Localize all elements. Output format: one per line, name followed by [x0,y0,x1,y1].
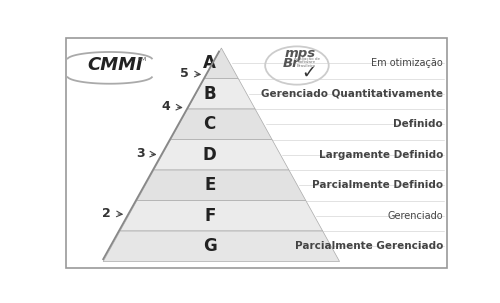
Text: Avaliação de: Avaliação de [294,57,320,61]
Polygon shape [170,109,272,139]
Text: 2: 2 [102,207,111,220]
Text: Definido: Definido [394,119,443,129]
Text: ✓: ✓ [301,64,316,82]
Text: Br: Br [282,57,299,70]
Polygon shape [188,78,255,109]
Text: Em otimização: Em otimização [372,58,443,68]
Text: Software: Software [298,61,316,65]
Text: 3: 3 [136,147,144,160]
Text: 5: 5 [180,67,189,80]
Text: Gerenciado: Gerenciado [388,211,443,221]
Text: mps: mps [284,47,316,60]
Text: Largamente Definido: Largamente Definido [318,150,443,160]
Polygon shape [204,48,238,78]
Text: D: D [203,146,216,164]
FancyBboxPatch shape [66,38,447,268]
Text: G: G [203,237,216,255]
Text: Parcialmente Gerenciado: Parcialmente Gerenciado [294,241,443,251]
Text: F: F [204,207,216,225]
Polygon shape [103,231,340,261]
Text: CMMI: CMMI [88,56,144,74]
Text: C: C [204,115,216,133]
Text: Gerenciado Quantitativamente: Gerenciado Quantitativamente [261,89,443,99]
Polygon shape [154,139,289,170]
Polygon shape [137,170,306,201]
Text: A: A [204,54,216,72]
Text: Parcialmente Definido: Parcialmente Definido [312,180,443,190]
Text: B: B [204,85,216,103]
Text: SM: SM [138,57,147,62]
Text: E: E [204,176,216,194]
Polygon shape [120,201,322,231]
Text: 4: 4 [162,100,170,113]
Text: Brasileiro: Brasileiro [297,64,316,68]
